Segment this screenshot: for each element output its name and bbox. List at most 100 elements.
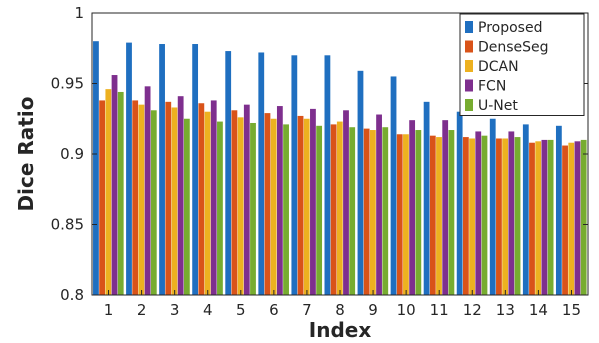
bar-fcn-12 <box>475 131 482 295</box>
x-tick-label: 13 <box>496 301 515 319</box>
x-axis-label: Index <box>309 318 372 342</box>
bar-fcn-5 <box>243 104 250 296</box>
bar-u-net-14 <box>547 139 554 295</box>
legend-label-dcan: DCAN <box>478 59 519 75</box>
bar-proposed-2 <box>126 42 132 295</box>
bar-denseseg-4 <box>198 103 205 296</box>
bar-proposed-3 <box>159 44 165 295</box>
bar-fcn-8 <box>343 110 349 295</box>
x-tick-label: 1 <box>104 301 114 319</box>
legend-label-proposed: Proposed <box>478 20 542 36</box>
bar-denseseg-9 <box>363 128 370 295</box>
bar-proposed-11 <box>423 101 430 295</box>
legend-swatch-dcan <box>465 60 473 72</box>
bar-u-net-5 <box>250 122 256 295</box>
bar-denseseg-3 <box>165 101 172 295</box>
bar-proposed-10 <box>390 76 397 295</box>
x-tick-label: 10 <box>397 301 416 319</box>
bar-u-net-4 <box>217 121 223 295</box>
bar-fcn-3 <box>177 96 184 295</box>
bar-fcn-13 <box>508 131 515 295</box>
bar-u-net-6 <box>283 124 289 295</box>
x-tick-label: 15 <box>562 301 581 319</box>
y-tick-label: 0.85 <box>51 216 84 234</box>
bar-u-net-1 <box>117 91 124 296</box>
bar-u-net-11 <box>448 130 455 295</box>
bar-fcn-2 <box>144 86 151 295</box>
x-tick-label: 4 <box>203 301 213 319</box>
bar-denseseg-6 <box>264 113 271 295</box>
y-tick-label: 0.9 <box>60 145 84 163</box>
bar-denseseg-2 <box>132 100 139 295</box>
x-tick-label: 14 <box>529 301 548 319</box>
bar-u-net-7 <box>316 125 323 295</box>
bar-proposed-6 <box>258 52 265 296</box>
bar-dcan-1 <box>105 89 112 295</box>
bar-u-net-10 <box>415 130 422 295</box>
bar-u-net-15 <box>580 139 587 295</box>
legend-swatch-proposed <box>465 21 473 33</box>
legend-swatch-u-net <box>465 99 473 111</box>
x-tick-label: 9 <box>368 301 378 319</box>
legend-swatch-fcn <box>465 79 473 92</box>
bar-denseseg-12 <box>462 137 469 295</box>
bar-proposed-8 <box>324 55 331 295</box>
bar-denseseg-10 <box>396 134 403 295</box>
bar-u-net-12 <box>481 135 488 295</box>
bar-dcan-15 <box>568 142 575 295</box>
bar-proposed-14 <box>522 124 529 295</box>
y-tick-label: 1 <box>74 4 84 22</box>
bar-dcan-11 <box>436 137 442 295</box>
bar-u-net-3 <box>183 118 190 295</box>
bar-denseseg-11 <box>429 135 436 295</box>
bar-dcan-5 <box>237 117 244 295</box>
bar-u-net-13 <box>514 137 521 295</box>
bar-dcan-8 <box>336 121 343 295</box>
y-tick-label: 0.8 <box>60 286 84 304</box>
x-tick-label: 11 <box>430 301 449 319</box>
x-tick-label: 5 <box>236 301 246 319</box>
bar-proposed-5 <box>225 51 232 295</box>
bar-fcn-9 <box>376 114 382 296</box>
bar-dcan-13 <box>502 138 509 295</box>
bar-denseseg-8 <box>330 124 337 295</box>
bar-denseseg-7 <box>297 115 304 296</box>
bar-dcan-2 <box>138 104 145 296</box>
bar-proposed-9 <box>357 70 364 295</box>
bar-proposed-12 <box>456 111 463 295</box>
bar-u-net-9 <box>382 127 389 296</box>
bar-proposed-4 <box>192 44 199 295</box>
legend-label-fcn: FCN <box>478 79 506 95</box>
bars-group <box>93 41 587 296</box>
bar-u-net-8 <box>349 127 356 296</box>
bar-denseseg-1 <box>99 100 106 295</box>
bar-dcan-12 <box>469 138 475 295</box>
bar-proposed-15 <box>555 125 562 295</box>
x-tick-label: 7 <box>302 301 312 319</box>
x-tick-label: 12 <box>463 301 482 319</box>
legend-swatch-denseseg <box>465 40 473 53</box>
bar-dcan-3 <box>171 107 178 295</box>
bar-fcn-1 <box>111 75 118 295</box>
bar-dcan-4 <box>204 111 211 295</box>
bar-fcn-7 <box>310 108 316 295</box>
bar-u-net-2 <box>150 110 157 295</box>
bar-denseseg-14 <box>529 142 535 295</box>
bar-fcn-4 <box>210 100 217 295</box>
bar-dcan-6 <box>270 118 277 295</box>
x-tick-label: 6 <box>269 301 279 319</box>
y-tick-label: 0.95 <box>51 75 84 93</box>
bar-proposed-1 <box>93 41 99 296</box>
bar-fcn-6 <box>276 106 283 295</box>
bar-dcan-7 <box>303 118 310 295</box>
bar-dcan-9 <box>369 130 376 295</box>
bar-denseseg-13 <box>496 138 502 295</box>
legend-label-denseseg: DenseSeg <box>478 40 549 56</box>
bar-fcn-11 <box>442 120 449 295</box>
x-tick-label: 8 <box>335 301 345 319</box>
bar-denseseg-15 <box>562 145 568 295</box>
x-tick-label: 2 <box>137 301 147 319</box>
x-tick-label: 3 <box>170 301 180 319</box>
